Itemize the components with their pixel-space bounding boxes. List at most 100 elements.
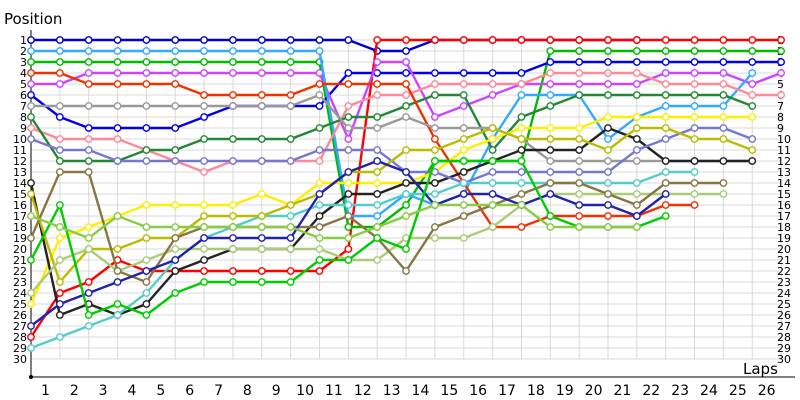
series-point [27,113,35,121]
y-tick-label-right: 22 [777,265,791,278]
series-point [575,190,584,198]
series-point [430,113,439,121]
x-tick-label: 24 [700,383,718,399]
series-point [84,135,93,143]
x-tick-label: 22 [642,383,660,399]
series-point [690,190,699,198]
series-point [344,102,353,110]
x-tick-label: 20 [585,383,603,399]
series-point [517,223,526,231]
series-point [690,135,699,143]
series-point [229,157,237,165]
series-point [171,146,180,154]
series-point [229,91,237,99]
series-point [55,289,64,297]
series-point [113,157,122,165]
series-point [459,69,468,77]
series-point [200,91,209,99]
series-point [113,124,122,132]
series-point [661,69,670,77]
series-point [430,201,439,209]
series-point [777,91,785,99]
series-point [171,234,180,242]
series-point [84,124,93,132]
series-point [373,179,382,187]
series-point [517,69,526,77]
series-point [142,256,151,264]
series-point [604,80,612,88]
y-tick-label-right: 30 [777,353,791,366]
series-point [315,245,324,253]
axis-origin-dot [29,375,33,379]
series-point [27,102,35,110]
series-point [55,113,64,121]
series-point [27,212,35,220]
series-point [171,80,180,88]
y-tick-label: 7 [20,100,27,113]
series-point [632,212,641,220]
series-point [55,256,64,264]
series-point [315,267,324,275]
y-tick-label: 20 [13,243,27,256]
series-point [200,245,209,253]
series-point [604,157,612,165]
y-tick-label-right: 11 [777,144,791,157]
series-point [604,212,612,220]
series-point [171,245,180,253]
series-point [430,80,439,88]
series-point [661,201,670,209]
series-point [344,80,353,88]
series-point [575,91,584,99]
series-point [604,179,612,187]
y-tick-labels-right: 1234567891011121314151617181920212223242… [777,34,791,366]
series-point [27,36,35,44]
x-tick-labels: 1 2 3 4 5 6 7 8 9 10 11 12 13 14 15 16 17 18 19 20 21 22 23 24 2… [41,383,776,399]
series-point [604,223,612,231]
series-point [27,135,35,143]
y-tick-label: 22 [13,265,27,278]
series-point [142,58,151,66]
series-point [546,36,555,44]
series-point [286,91,295,99]
series-point [200,212,209,220]
series-point [142,278,151,286]
series-point [171,157,180,165]
series-point [27,289,35,297]
series-point [546,124,555,132]
series-point [690,69,699,77]
series-point [690,179,699,187]
series-point [459,124,468,132]
series-point [257,47,266,55]
series-point [777,69,785,77]
series-point [142,124,151,132]
series-point [229,212,237,220]
y-tick-label: 1 [20,34,27,47]
series-point [661,36,670,44]
series-point [402,245,410,253]
series-point [748,80,757,88]
y-tick-label-right: 16 [777,199,791,212]
series-point [257,245,266,253]
series-point [55,201,64,209]
series-point [55,80,64,88]
x-tick-label: 15 [440,383,458,399]
series-point [517,80,526,88]
y-tick-label-right: 23 [777,276,791,289]
series-point [229,278,237,286]
series-point [200,168,209,176]
series-point [402,36,410,44]
series-point [286,102,295,110]
series-point [604,124,612,132]
series-point [373,157,382,165]
series-point [661,58,670,66]
series-point [55,58,64,66]
series-point [632,190,641,198]
series-point [27,190,35,198]
series-point [748,91,757,99]
series-point [344,113,353,121]
series-point [113,58,122,66]
series-point [286,157,295,165]
series-point [373,36,382,44]
series-point [430,157,439,165]
series-point [719,157,728,165]
